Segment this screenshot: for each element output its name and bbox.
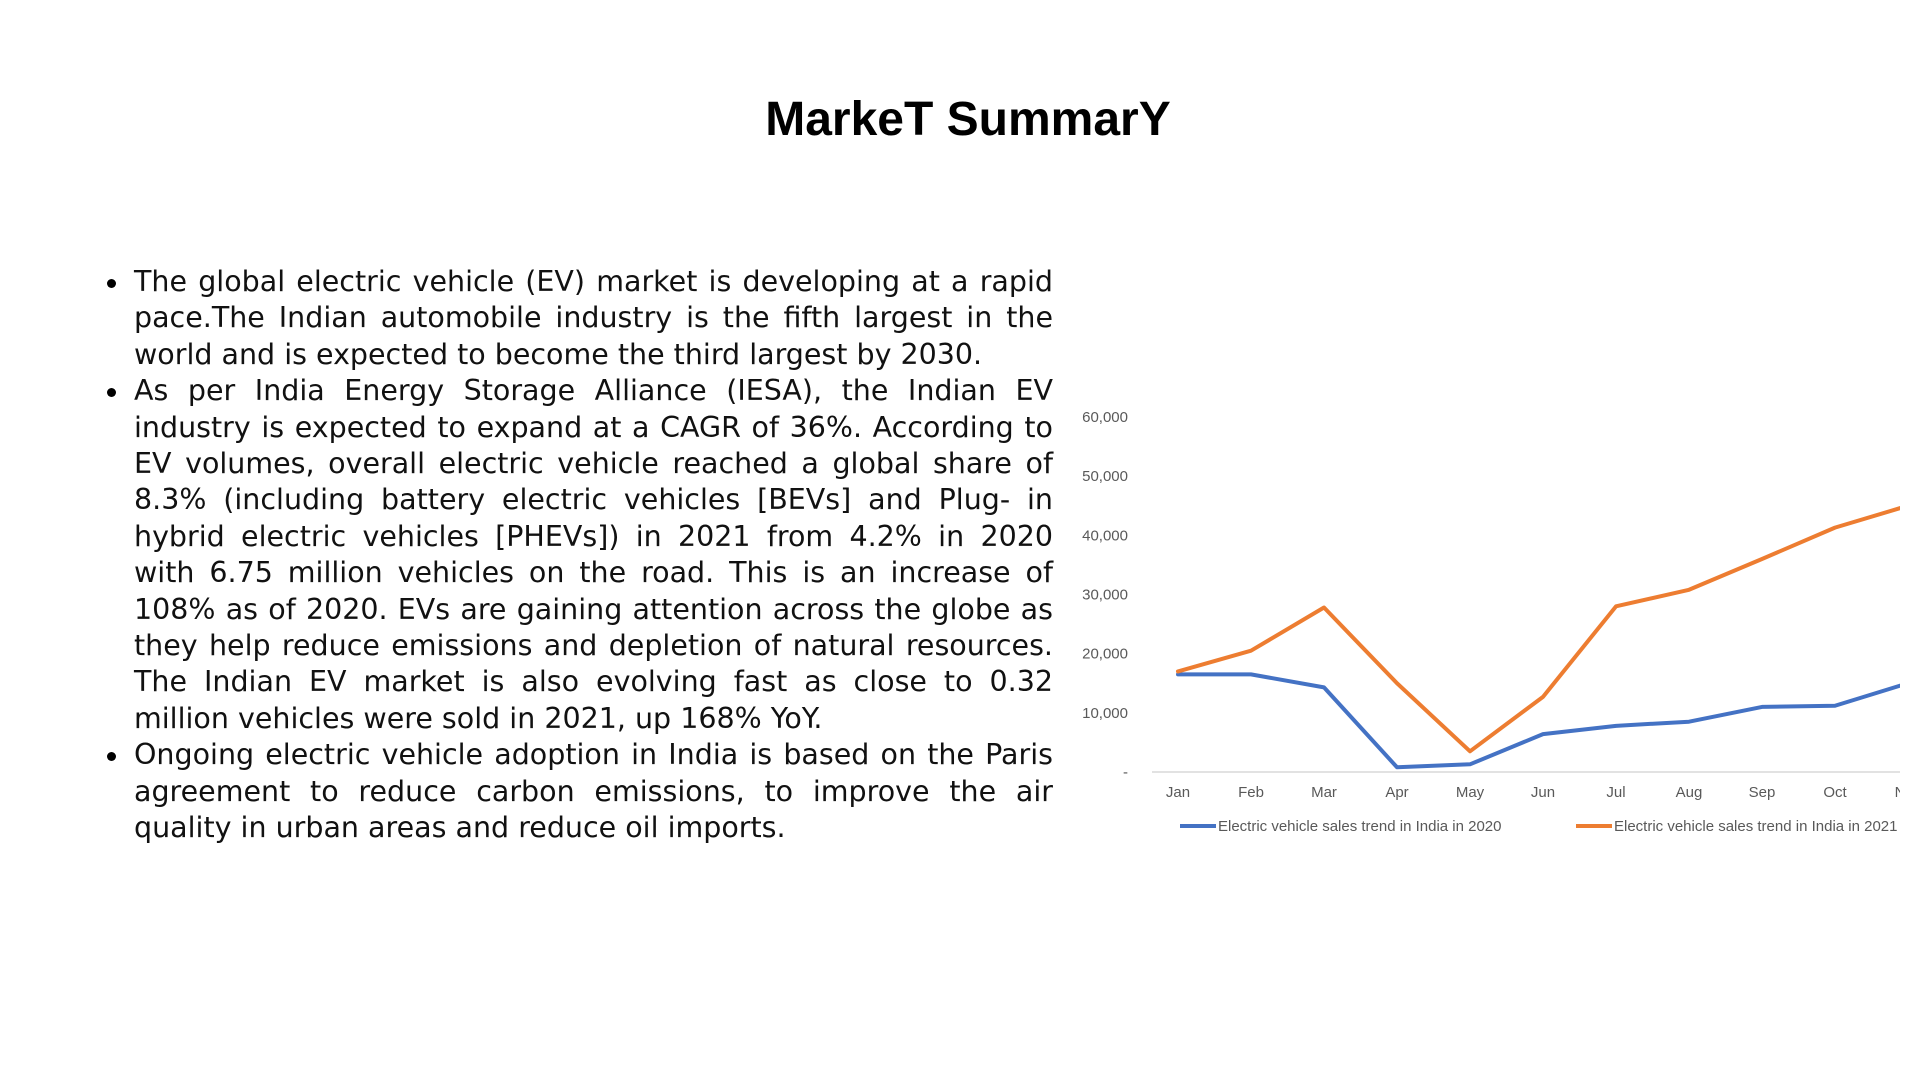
series-line-1 — [1176, 506, 1900, 754]
x-tick-label: Jan — [1166, 784, 1190, 801]
x-axis-ticks: Jan Feb Mar Apr May Jun Jul Aug Sep Oct Nov — [1166, 784, 1900, 801]
x-tick-label: Apr — [1385, 784, 1408, 801]
x-tick-label: Feb — [1238, 784, 1264, 801]
page-title: MarkeT SummarY — [765, 93, 1171, 146]
series-lines — [1176, 506, 1900, 770]
y-tick-label: 20,000 — [1082, 646, 1128, 663]
y-tick-label: 30,000 — [1082, 587, 1128, 604]
y-axis-ticks: - 10,000 20,000 30,000 40,000 50,000 60,000 — [1082, 409, 1128, 781]
y-tick-label: 40,000 — [1082, 527, 1128, 544]
bullet-item: The global electric vehicle (EV) market … — [107, 264, 1053, 373]
x-tick-label: Aug — [1676, 784, 1703, 801]
y-tick-label: 50,000 — [1082, 468, 1128, 485]
x-tick-label: Oct — [1823, 784, 1847, 801]
legend-label: Electric vehicle sales trend in India in… — [1218, 818, 1502, 835]
ev-sales-line-chart: - 10,000 20,000 30,000 40,000 50,000 60,000 Ja… — [1082, 409, 1900, 835]
bullet-item: As per India Energy Storage Alliance (IE… — [107, 373, 1053, 737]
x-tick-label: May — [1456, 784, 1485, 801]
y-tick-label: 60,000 — [1082, 409, 1128, 426]
chart-legend: Electric vehicle sales trend in India in… — [1180, 818, 1898, 835]
x-tick-label: Jul — [1606, 784, 1625, 801]
bullet-list: The global electric vehicle (EV) market … — [107, 264, 1053, 847]
y-tick-label: - — [1123, 764, 1128, 781]
x-tick-label: Sep — [1749, 784, 1776, 801]
x-tick-label: Mar — [1311, 784, 1337, 801]
x-tick-label: Jun — [1531, 784, 1555, 801]
x-tick-label: Nov — [1895, 784, 1900, 801]
legend-label: Electric vehicle sales trend in India in… — [1614, 818, 1898, 835]
series-line-0 — [1176, 672, 1900, 770]
bullet-item: Ongoing electric vehicle adoption in Ind… — [107, 737, 1053, 846]
y-tick-label: 10,000 — [1082, 705, 1128, 722]
